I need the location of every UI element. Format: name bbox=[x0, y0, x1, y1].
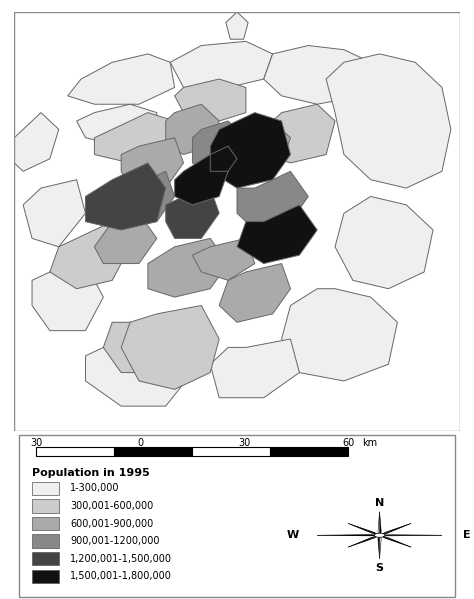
Polygon shape bbox=[226, 12, 248, 40]
Text: 60: 60 bbox=[342, 438, 355, 448]
Polygon shape bbox=[192, 121, 246, 171]
Polygon shape bbox=[237, 171, 308, 230]
Polygon shape bbox=[148, 238, 228, 297]
Text: km: km bbox=[362, 438, 377, 448]
Polygon shape bbox=[326, 54, 451, 188]
Bar bbox=[32, 534, 59, 548]
Text: Population in 1995: Population in 1995 bbox=[32, 468, 150, 478]
Polygon shape bbox=[380, 524, 411, 536]
FancyBboxPatch shape bbox=[18, 435, 456, 597]
Bar bbox=[32, 499, 59, 513]
Polygon shape bbox=[210, 113, 291, 188]
Polygon shape bbox=[210, 339, 300, 398]
Polygon shape bbox=[174, 79, 246, 121]
Polygon shape bbox=[237, 205, 317, 264]
Polygon shape bbox=[192, 238, 255, 280]
Text: 1-300,000: 1-300,000 bbox=[70, 483, 119, 494]
Polygon shape bbox=[380, 535, 442, 536]
Polygon shape bbox=[112, 171, 174, 222]
Circle shape bbox=[374, 533, 385, 537]
Polygon shape bbox=[94, 213, 157, 264]
Text: 300,001-600,000: 300,001-600,000 bbox=[70, 501, 153, 511]
Bar bbox=[32, 570, 59, 583]
Polygon shape bbox=[32, 264, 103, 331]
Polygon shape bbox=[85, 339, 192, 406]
Polygon shape bbox=[378, 512, 380, 536]
Polygon shape bbox=[85, 163, 166, 230]
Polygon shape bbox=[121, 305, 219, 389]
Polygon shape bbox=[348, 536, 380, 547]
Polygon shape bbox=[121, 138, 183, 188]
Polygon shape bbox=[317, 535, 380, 536]
Polygon shape bbox=[380, 536, 411, 547]
Polygon shape bbox=[380, 536, 411, 547]
Polygon shape bbox=[348, 536, 380, 547]
Text: 30: 30 bbox=[238, 438, 251, 448]
Bar bbox=[270, 447, 348, 456]
Polygon shape bbox=[23, 180, 85, 247]
Polygon shape bbox=[264, 46, 371, 104]
Polygon shape bbox=[380, 524, 411, 536]
Polygon shape bbox=[282, 289, 397, 381]
Text: 1,500,001-1,800,000: 1,500,001-1,800,000 bbox=[70, 571, 172, 582]
Polygon shape bbox=[380, 536, 381, 559]
Polygon shape bbox=[94, 113, 174, 163]
Polygon shape bbox=[77, 104, 157, 146]
Polygon shape bbox=[50, 222, 130, 289]
Text: 600,001-900,000: 600,001-900,000 bbox=[70, 519, 153, 528]
Text: N: N bbox=[375, 498, 384, 507]
Polygon shape bbox=[14, 113, 59, 171]
Polygon shape bbox=[103, 314, 192, 373]
Polygon shape bbox=[378, 536, 380, 559]
Bar bbox=[36, 447, 114, 456]
Bar bbox=[32, 482, 59, 495]
Text: 0: 0 bbox=[137, 438, 144, 448]
Text: E: E bbox=[463, 530, 470, 540]
Bar bbox=[114, 447, 192, 456]
Text: W: W bbox=[287, 530, 299, 540]
Polygon shape bbox=[166, 188, 219, 238]
Polygon shape bbox=[170, 41, 273, 87]
Polygon shape bbox=[166, 104, 219, 155]
Text: 1,200,001-1,500,000: 1,200,001-1,500,000 bbox=[70, 553, 172, 564]
Polygon shape bbox=[237, 121, 291, 171]
Polygon shape bbox=[68, 54, 174, 104]
Polygon shape bbox=[264, 104, 335, 163]
Text: 900,001-1200,000: 900,001-1200,000 bbox=[70, 536, 159, 546]
Text: S: S bbox=[375, 563, 383, 573]
Bar bbox=[192, 447, 270, 456]
Text: 30: 30 bbox=[30, 438, 43, 448]
Polygon shape bbox=[210, 146, 237, 171]
Polygon shape bbox=[335, 196, 433, 289]
Bar bbox=[32, 552, 59, 565]
Polygon shape bbox=[380, 512, 381, 536]
Bar bbox=[32, 517, 59, 530]
Polygon shape bbox=[348, 524, 380, 536]
Polygon shape bbox=[348, 524, 380, 536]
Polygon shape bbox=[219, 264, 291, 322]
Polygon shape bbox=[174, 155, 228, 205]
